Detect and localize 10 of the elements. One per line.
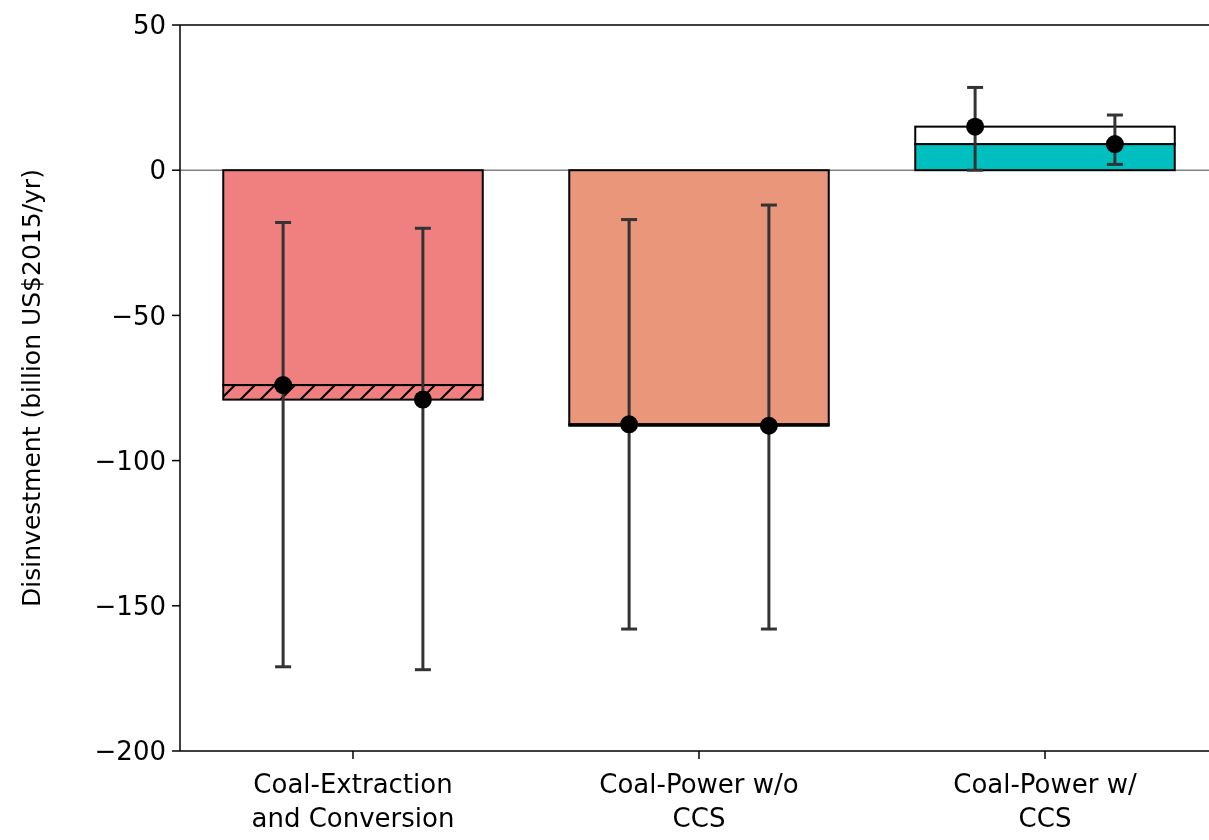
y-tick-label: −150 [94, 590, 166, 621]
x-tick-label: Coal-Power w/ CCS [953, 769, 1137, 833]
y-tick-label: 0 [149, 155, 166, 186]
x-tick-label: Coal-Extraction and Conversion [251, 769, 455, 833]
y-tick-label: 50 [132, 10, 166, 41]
y-tick-label: −50 [111, 300, 166, 331]
y-axis-title: Disinvestment (billion US$2015/yr) [17, 169, 46, 607]
y-tick-label: −200 [94, 736, 166, 767]
x-tick-label: Coal-Power w/o CCS [599, 769, 799, 833]
y-tick-label: −100 [94, 445, 166, 476]
